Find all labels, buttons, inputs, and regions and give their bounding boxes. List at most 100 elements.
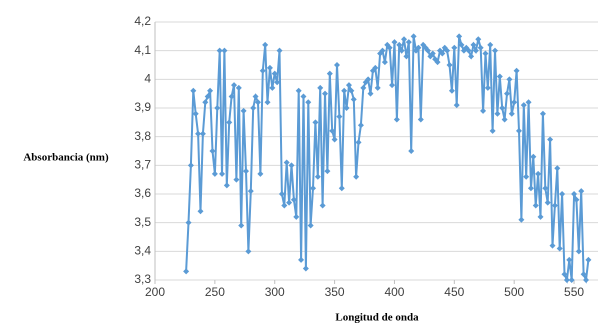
marker	[252, 93, 259, 100]
marker	[506, 76, 513, 83]
marker	[561, 271, 568, 278]
y-tick-label: 3,8	[134, 129, 151, 143]
marker	[185, 219, 192, 226]
marker	[288, 162, 295, 169]
marker	[515, 127, 522, 134]
marker	[214, 105, 221, 111]
marker	[317, 84, 324, 91]
marker	[367, 90, 374, 97]
marker	[290, 196, 297, 203]
marker	[250, 105, 257, 111]
marker	[530, 153, 537, 160]
marker	[247, 188, 254, 195]
marker	[305, 99, 312, 106]
marker	[360, 84, 367, 91]
marker	[293, 213, 300, 220]
marker	[434, 59, 441, 66]
marker	[348, 87, 355, 94]
marker	[501, 116, 508, 123]
marker	[484, 84, 491, 91]
marker	[525, 99, 532, 106]
marker	[319, 202, 326, 209]
marker	[496, 73, 503, 80]
marker	[353, 173, 360, 180]
y-tick-label: 3,7	[134, 158, 151, 172]
marker	[429, 50, 436, 57]
marker	[381, 59, 388, 66]
marker	[468, 53, 475, 60]
marker	[240, 107, 247, 114]
marker	[480, 107, 487, 114]
marker	[278, 191, 285, 197]
marker	[343, 105, 350, 111]
marker	[216, 47, 223, 54]
marker	[350, 96, 357, 103]
marker	[585, 256, 592, 263]
marker	[219, 170, 226, 177]
marker	[523, 173, 530, 180]
marker	[472, 47, 479, 54]
marker	[542, 185, 549, 192]
marker	[458, 41, 465, 48]
marker	[228, 93, 235, 100]
marker	[187, 162, 194, 169]
marker	[386, 44, 393, 51]
x-tick-label: 450	[444, 285, 464, 299]
marker	[487, 41, 494, 48]
marker	[259, 67, 266, 74]
marker	[508, 110, 515, 117]
y-tick-label: 3,6	[134, 186, 151, 200]
marker	[489, 127, 496, 134]
marker	[235, 84, 242, 91]
marker	[283, 159, 290, 166]
marker	[535, 170, 542, 177]
marker	[192, 110, 199, 117]
marker	[276, 47, 283, 54]
marker	[451, 44, 458, 51]
marker	[211, 170, 218, 177]
marker	[269, 84, 276, 91]
x-tick-label: 550	[564, 285, 584, 299]
marker	[254, 99, 261, 106]
marker	[417, 116, 424, 123]
marker	[242, 168, 249, 175]
marker	[257, 170, 264, 177]
marker	[551, 202, 558, 209]
x-tick-label: 500	[504, 285, 524, 299]
marker	[204, 93, 211, 100]
x-axis-label: Longitud de onda	[335, 312, 419, 324]
marker	[372, 64, 379, 71]
marker	[583, 277, 590, 283]
marker	[578, 188, 585, 195]
marker	[195, 130, 202, 137]
marker	[482, 50, 489, 57]
y-tick-label: 3,4	[134, 244, 151, 258]
marker	[233, 176, 240, 183]
marker	[532, 202, 539, 209]
marker	[448, 87, 455, 94]
marker	[571, 191, 578, 197]
marker	[302, 265, 309, 272]
marker	[336, 113, 343, 120]
marker	[310, 185, 317, 192]
marker	[238, 222, 245, 229]
marker	[398, 47, 405, 54]
marker	[470, 41, 477, 48]
marker	[286, 199, 293, 206]
marker	[281, 202, 288, 209]
marker	[379, 47, 386, 54]
marker	[396, 41, 403, 48]
marker	[221, 47, 228, 54]
marker	[424, 47, 431, 54]
marker	[245, 248, 252, 255]
marker	[511, 99, 518, 106]
marker	[393, 116, 400, 123]
marker	[326, 70, 333, 77]
marker	[513, 67, 520, 74]
marker	[492, 47, 499, 54]
marker	[226, 119, 233, 126]
marker	[453, 102, 460, 109]
marker	[568, 277, 575, 283]
marker	[295, 87, 302, 94]
marker	[374, 84, 381, 91]
